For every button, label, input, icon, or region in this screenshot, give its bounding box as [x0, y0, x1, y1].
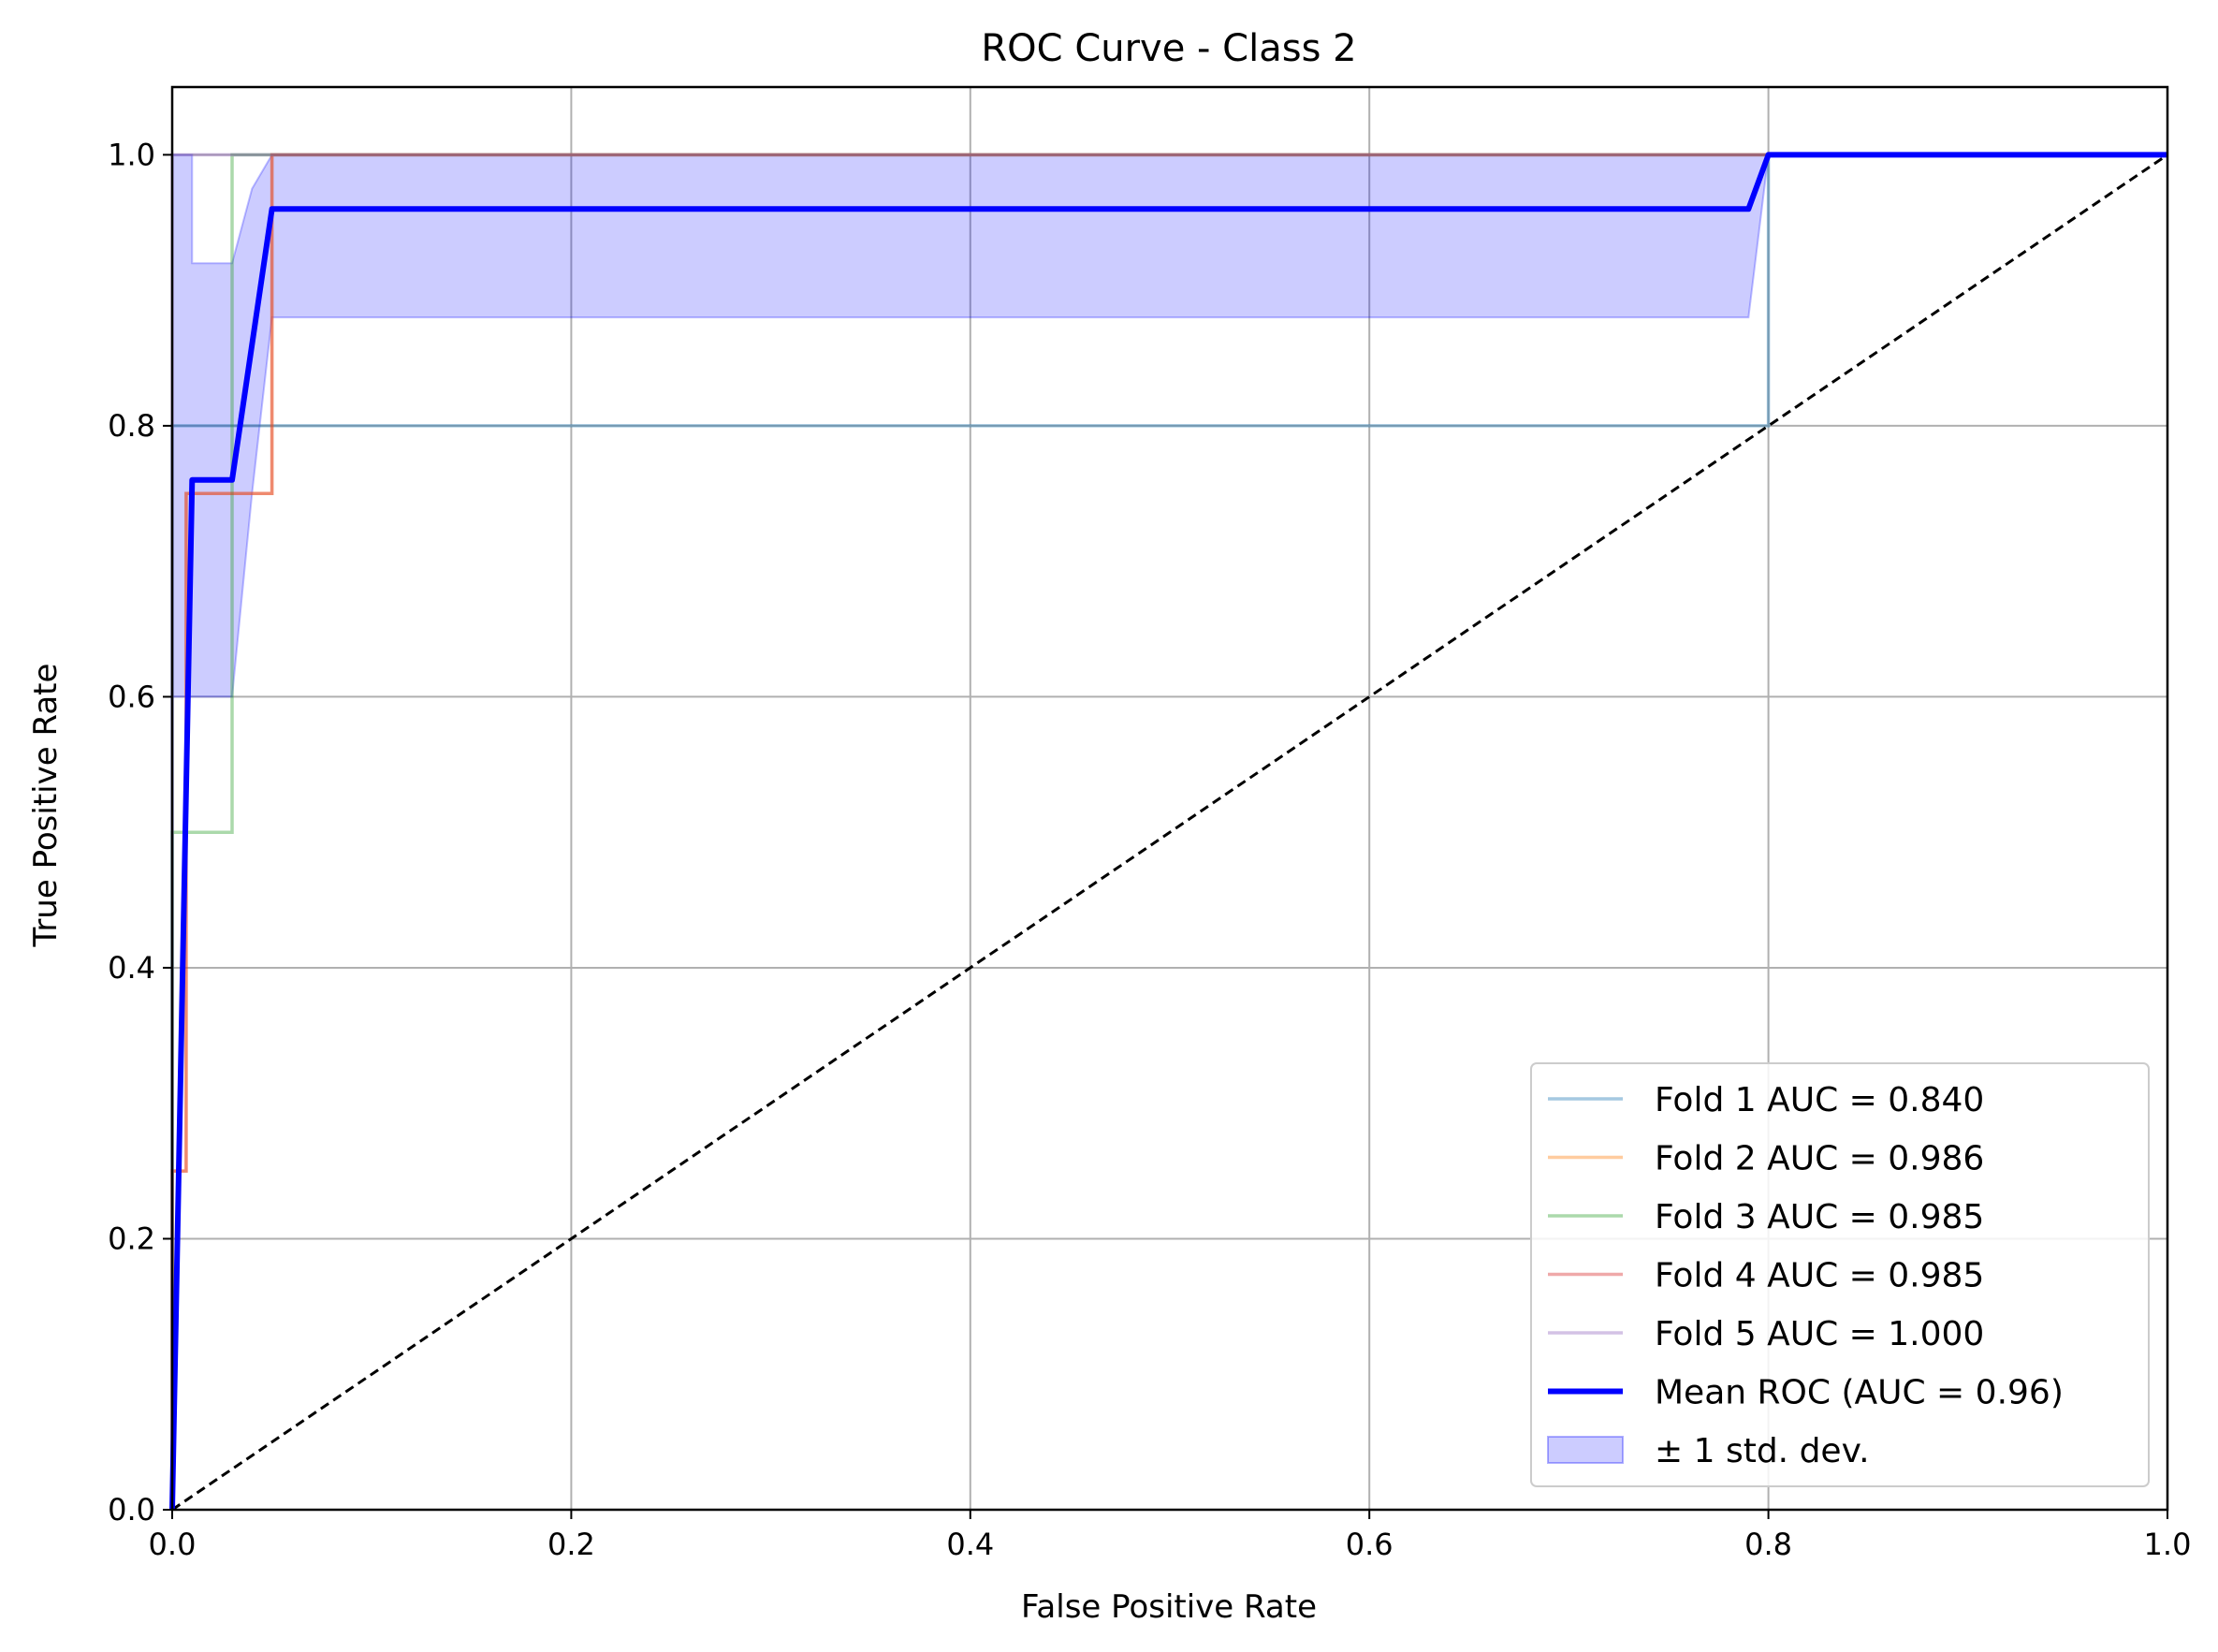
y-tick-label: 0.8 [108, 408, 155, 444]
plot-frame [170, 85, 2169, 1512]
x-axis-label: False Positive Rate [1021, 1588, 1317, 1626]
legend-label: Fold 2 AUC = 0.986 [1655, 1140, 1984, 1178]
y-tick-label: 0.6 [108, 679, 155, 714]
legend-label: Fold 5 AUC = 1.000 [1655, 1315, 1984, 1353]
legend-box [1530, 1062, 2150, 1487]
legend-label: Fold 1 AUC = 0.840 [1655, 1081, 1984, 1119]
x-tick-label: 0.8 [1744, 1527, 1792, 1562]
y-axis-label: True Positive Rate [27, 664, 65, 948]
legend-label: ± 1 std. dev. [1655, 1432, 1870, 1470]
legend-swatch [1547, 1436, 1624, 1464]
mean-roc-line [169, 152, 2167, 1511]
x-tick-label: 0.6 [1346, 1527, 1394, 1562]
y-tick-label: 0.4 [108, 950, 155, 986]
x-tick-label: 0.0 [149, 1527, 197, 1562]
chart-title: ROC Curve - Class 2 [981, 27, 1356, 70]
axes-frame [170, 85, 2169, 1512]
tick-labels: 0.0 0.2 0.4 0.6 0.8 1.0 0.0 0.2 0.4 0.6 0.8 1.0 [108, 137, 2191, 1562]
legend-label: Fold 4 AUC = 0.985 [1655, 1257, 1984, 1295]
y-tick-label: 1.0 [108, 137, 155, 172]
chance-diagonal-line [171, 154, 2168, 1512]
x-tick-label: 1.0 [2144, 1527, 2192, 1562]
x-tick-label: 0.4 [946, 1527, 994, 1562]
x-tick-label: 0.2 [547, 1527, 595, 1562]
legend-label: Mean ROC (AUC = 0.96) [1655, 1374, 2064, 1412]
legend: Fold 1 AUC = 0.840 Fold 2 AUC = 0.986 Fold… [1530, 1062, 2150, 1487]
y-tick-label: 0.2 [108, 1221, 155, 1256]
y-tick-label: 0.0 [108, 1492, 155, 1528]
legend-label: Fold 3 AUC = 0.985 [1655, 1198, 1984, 1236]
